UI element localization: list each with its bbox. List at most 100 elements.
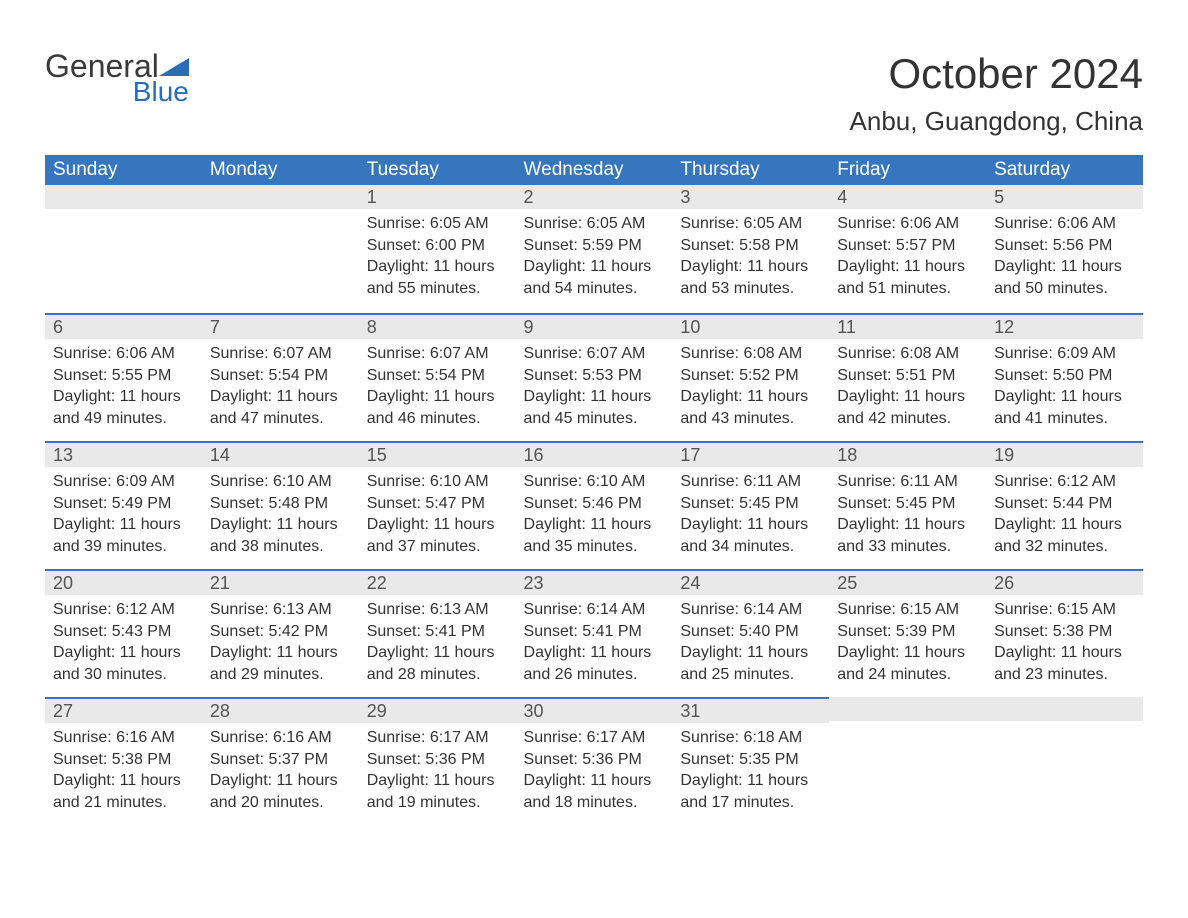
day-line: and 23 minutes. <box>994 664 1135 686</box>
day-line: and 50 minutes. <box>994 278 1135 300</box>
day-line: Sunrise: 6:10 AM <box>524 471 665 493</box>
day-line: Daylight: 11 hours <box>680 514 821 536</box>
day-line: and 24 minutes. <box>837 664 978 686</box>
day-cell: 16Sunrise: 6:10 AMSunset: 5:46 PMDayligh… <box>516 441 673 569</box>
day-line: Daylight: 11 hours <box>994 514 1135 536</box>
title-block: October 2024 Anbu, Guangdong, China <box>850 50 1143 137</box>
day-line: and 43 minutes. <box>680 408 821 430</box>
day-body: Sunrise: 6:14 AMSunset: 5:40 PMDaylight:… <box>672 595 829 691</box>
day-line: Sunrise: 6:15 AM <box>994 599 1135 621</box>
day-line: Sunrise: 6:09 AM <box>53 471 194 493</box>
day-body: Sunrise: 6:09 AMSunset: 5:50 PMDaylight:… <box>986 339 1143 435</box>
day-line: and 37 minutes. <box>367 536 508 558</box>
day-body: Sunrise: 6:07 AMSunset: 5:54 PMDaylight:… <box>202 339 359 435</box>
day-body: Sunrise: 6:07 AMSunset: 5:54 PMDaylight:… <box>359 339 516 435</box>
day-number: 16 <box>516 441 673 467</box>
day-line: Sunset: 5:38 PM <box>53 749 194 771</box>
day-line: Sunrise: 6:10 AM <box>210 471 351 493</box>
weekday-header: Monday <box>202 155 359 185</box>
day-cell: 22Sunrise: 6:13 AMSunset: 5:41 PMDayligh… <box>359 569 516 697</box>
day-body: Sunrise: 6:18 AMSunset: 5:35 PMDaylight:… <box>672 723 829 819</box>
day-line: Sunrise: 6:07 AM <box>367 343 508 365</box>
day-number: 25 <box>829 569 986 595</box>
day-line: Sunrise: 6:17 AM <box>524 727 665 749</box>
logo: General Blue <box>45 50 189 106</box>
day-line: Sunset: 5:36 PM <box>367 749 508 771</box>
day-body: Sunrise: 6:11 AMSunset: 5:45 PMDaylight:… <box>829 467 986 563</box>
day-line: and 21 minutes. <box>53 792 194 814</box>
day-line: Sunset: 5:38 PM <box>994 621 1135 643</box>
day-number: 15 <box>359 441 516 467</box>
day-cell: 29Sunrise: 6:17 AMSunset: 5:36 PMDayligh… <box>359 697 516 825</box>
location: Anbu, Guangdong, China <box>850 106 1143 137</box>
day-cell: 28Sunrise: 6:16 AMSunset: 5:37 PMDayligh… <box>202 697 359 825</box>
day-number: 6 <box>45 313 202 339</box>
day-line: and 28 minutes. <box>367 664 508 686</box>
day-line: Daylight: 11 hours <box>680 256 821 278</box>
day-body: Sunrise: 6:13 AMSunset: 5:41 PMDaylight:… <box>359 595 516 691</box>
week-row: 1Sunrise: 6:05 AMSunset: 6:00 PMDaylight… <box>45 185 1143 313</box>
day-number: 24 <box>672 569 829 595</box>
day-body: Sunrise: 6:08 AMSunset: 5:52 PMDaylight:… <box>672 339 829 435</box>
day-line: Sunrise: 6:16 AM <box>210 727 351 749</box>
day-line: Daylight: 11 hours <box>524 256 665 278</box>
day-line: and 41 minutes. <box>994 408 1135 430</box>
day-number: 7 <box>202 313 359 339</box>
day-number: 29 <box>359 697 516 723</box>
day-body: Sunrise: 6:06 AMSunset: 5:55 PMDaylight:… <box>45 339 202 435</box>
day-cell <box>45 185 202 313</box>
day-cell: 15Sunrise: 6:10 AMSunset: 5:47 PMDayligh… <box>359 441 516 569</box>
day-line: Sunset: 5:55 PM <box>53 365 194 387</box>
day-cell: 14Sunrise: 6:10 AMSunset: 5:48 PMDayligh… <box>202 441 359 569</box>
day-line: Daylight: 11 hours <box>837 514 978 536</box>
day-line: and 42 minutes. <box>837 408 978 430</box>
day-cell: 17Sunrise: 6:11 AMSunset: 5:45 PMDayligh… <box>672 441 829 569</box>
day-line: Sunrise: 6:08 AM <box>680 343 821 365</box>
day-line: Sunset: 5:45 PM <box>680 493 821 515</box>
day-number: 2 <box>516 185 673 209</box>
day-line: Sunrise: 6:05 AM <box>367 213 508 235</box>
day-line: Sunrise: 6:13 AM <box>367 599 508 621</box>
day-line: Daylight: 11 hours <box>524 386 665 408</box>
day-line: and 29 minutes. <box>210 664 351 686</box>
day-number: 21 <box>202 569 359 595</box>
day-line: and 20 minutes. <box>210 792 351 814</box>
day-line: and 26 minutes. <box>524 664 665 686</box>
day-line: Sunset: 5:52 PM <box>680 365 821 387</box>
day-line: Sunset: 5:57 PM <box>837 235 978 257</box>
day-line: Sunset: 5:44 PM <box>994 493 1135 515</box>
day-number: 26 <box>986 569 1143 595</box>
day-line: Daylight: 11 hours <box>367 770 508 792</box>
day-number: 1 <box>359 185 516 209</box>
day-line: Sunset: 5:51 PM <box>837 365 978 387</box>
day-line: and 55 minutes. <box>367 278 508 300</box>
day-line: Daylight: 11 hours <box>53 386 194 408</box>
day-line: Daylight: 11 hours <box>680 386 821 408</box>
day-line: Daylight: 11 hours <box>524 642 665 664</box>
day-line: Daylight: 11 hours <box>210 770 351 792</box>
day-line: Sunrise: 6:05 AM <box>680 213 821 235</box>
day-cell: 3Sunrise: 6:05 AMSunset: 5:58 PMDaylight… <box>672 185 829 313</box>
day-cell: 31Sunrise: 6:18 AMSunset: 5:35 PMDayligh… <box>672 697 829 825</box>
day-number: 22 <box>359 569 516 595</box>
day-cell: 10Sunrise: 6:08 AMSunset: 5:52 PMDayligh… <box>672 313 829 441</box>
day-body: Sunrise: 6:16 AMSunset: 5:38 PMDaylight:… <box>45 723 202 819</box>
day-line: Sunset: 5:36 PM <box>524 749 665 771</box>
day-line: Sunrise: 6:05 AM <box>524 213 665 235</box>
day-body-empty <box>202 209 359 219</box>
day-cell: 25Sunrise: 6:15 AMSunset: 5:39 PMDayligh… <box>829 569 986 697</box>
day-cell: 4Sunrise: 6:06 AMSunset: 5:57 PMDaylight… <box>829 185 986 313</box>
day-line: and 51 minutes. <box>837 278 978 300</box>
day-cell <box>829 697 986 825</box>
day-line: Daylight: 11 hours <box>994 642 1135 664</box>
week-row: 13Sunrise: 6:09 AMSunset: 5:49 PMDayligh… <box>45 441 1143 569</box>
day-line: Sunset: 5:41 PM <box>524 621 665 643</box>
day-line: Sunrise: 6:12 AM <box>994 471 1135 493</box>
day-line: Sunrise: 6:06 AM <box>994 213 1135 235</box>
day-line: Daylight: 11 hours <box>367 256 508 278</box>
day-body: Sunrise: 6:14 AMSunset: 5:41 PMDaylight:… <box>516 595 673 691</box>
day-line: and 49 minutes. <box>53 408 194 430</box>
day-cell: 2Sunrise: 6:05 AMSunset: 5:59 PMDaylight… <box>516 185 673 313</box>
page-header: General Blue October 2024 Anbu, Guangdon… <box>45 50 1143 137</box>
day-line: and 34 minutes. <box>680 536 821 558</box>
